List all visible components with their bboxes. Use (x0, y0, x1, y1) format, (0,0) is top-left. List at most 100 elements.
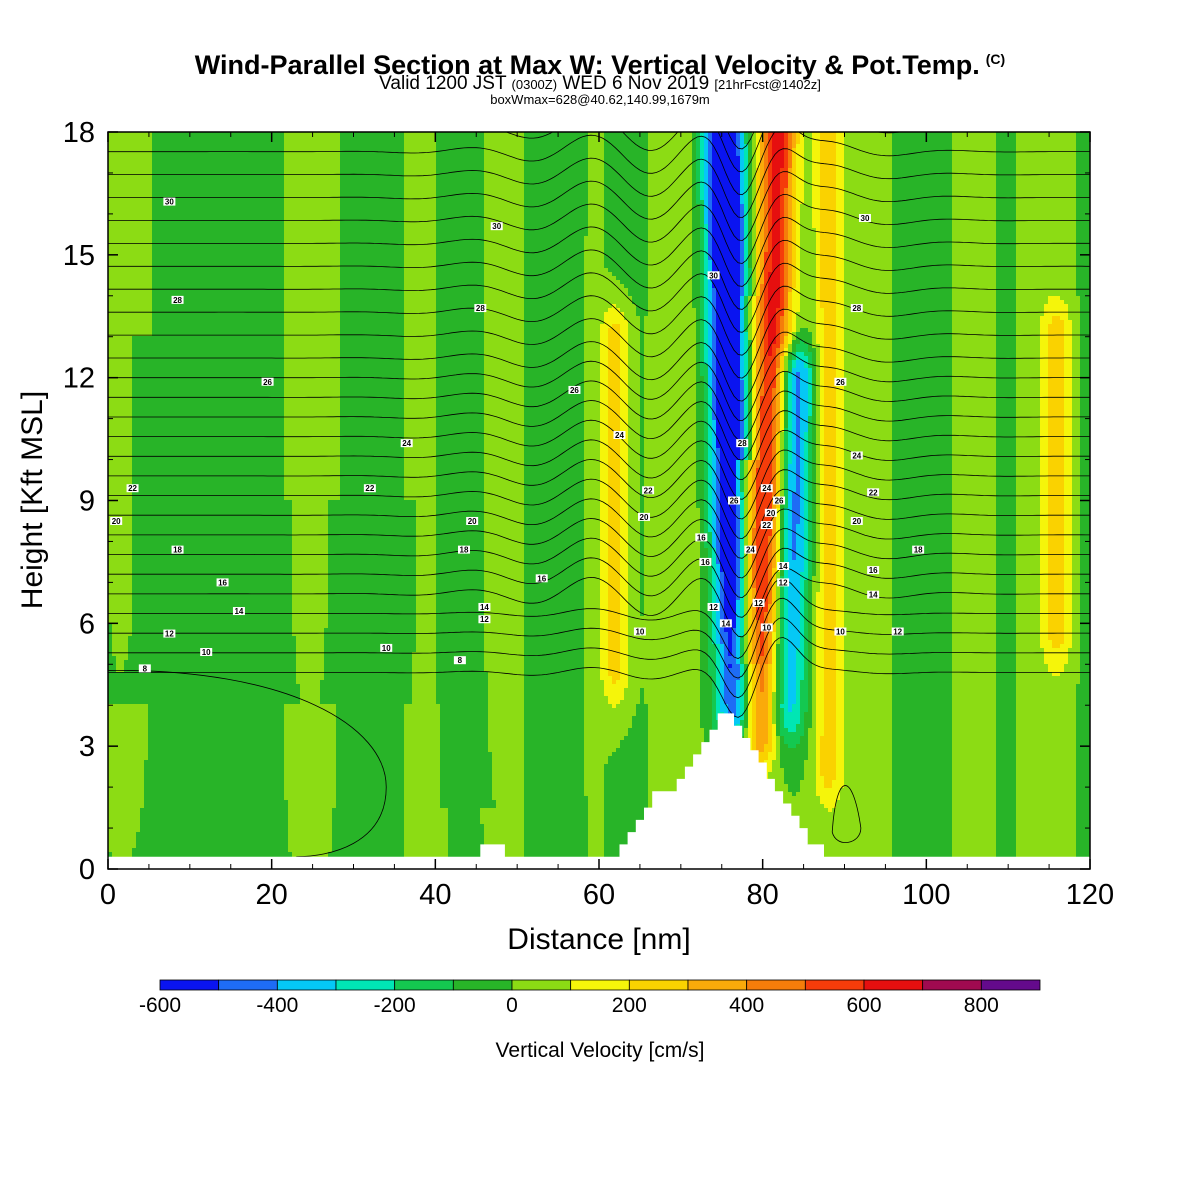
theta-label: 8 (454, 656, 466, 665)
x-tick-label: 60 (583, 879, 615, 911)
theta-label: 26 (568, 386, 580, 395)
theta-label: 16 (536, 574, 548, 583)
colorbar-swatch (923, 980, 982, 990)
colorbar-tick-label: -600 (139, 994, 181, 1017)
theta-label: 24 (851, 451, 863, 460)
colorbar-swatch (512, 980, 571, 990)
theta-label: 30 (491, 222, 503, 231)
theta-label: 26 (262, 378, 274, 387)
theta-label: 22 (364, 484, 376, 493)
y-tick-label: 6 (79, 608, 95, 640)
theta-label: 30 (163, 198, 175, 207)
colorbar-swatch (688, 980, 747, 990)
theta-contour-line (108, 57, 1090, 126)
x-tick-label: 100 (902, 879, 950, 911)
x-tick-label: 40 (419, 879, 451, 911)
theta-label: 12 (892, 628, 904, 637)
theta-label: 10 (761, 623, 773, 632)
theta-label: 14 (720, 619, 732, 628)
x-axis-label: Distance [nm] (507, 923, 690, 956)
theta-label: 12 (777, 578, 789, 587)
x-tick-label: 120 (1066, 879, 1114, 911)
x-tick-label: 20 (256, 879, 288, 911)
theta-label: 26 (773, 497, 785, 506)
colorbar-swatch (277, 980, 336, 990)
theta-label: 20 (638, 513, 650, 522)
theta-label: 22 (867, 488, 879, 497)
theta-label: 18 (172, 546, 184, 555)
theta-label: 10 (200, 648, 212, 657)
theta-label: 14 (233, 607, 245, 616)
colorbar-tick-label: 200 (612, 994, 647, 1017)
theta-label: 24 (613, 431, 625, 440)
theta-label: 24 (401, 439, 413, 448)
theta-label: 20 (765, 509, 777, 518)
chart-canvas: 3030302828 2826262624242422 22 22 2220 20 20 20… (0, 0, 1200, 1200)
colorbar-tick-label: -200 (374, 994, 416, 1017)
theta-label: 14 (777, 562, 789, 571)
theta-label: 28 (474, 304, 486, 313)
colorbar-swatch (571, 980, 630, 990)
colorbar-tick-label: 800 (964, 994, 999, 1017)
theta-label: 8 (139, 664, 151, 673)
y-tick-label: 3 (79, 731, 95, 763)
colorbar-tick-label: 600 (846, 994, 881, 1017)
colorbar-tick-label: -400 (256, 994, 298, 1017)
colorbar-tick-label: 400 (729, 994, 764, 1017)
theta-label: 10 (834, 628, 846, 637)
colorbar-swatch (453, 980, 512, 990)
theta-label: 28 (172, 296, 184, 305)
theta-label: 14 (478, 603, 490, 612)
theta-label: 18 (912, 546, 924, 555)
theta-label: 22 (642, 486, 654, 495)
theta-label: 16 (695, 533, 707, 542)
colorbar-swatch (805, 980, 864, 990)
theta-label: 20 (110, 517, 122, 526)
theta-label: 10 (634, 628, 646, 637)
theta-label: 24 (761, 484, 773, 493)
colorbar-swatch (864, 980, 923, 990)
colorbar-swatch (336, 980, 395, 990)
colorbar-swatch (219, 980, 278, 990)
y-tick-label: 0 (79, 854, 95, 886)
theta-label: 22 (127, 484, 139, 493)
theta-label: 12 (753, 599, 765, 608)
theta-contour-line (108, 11, 1090, 80)
theta-label: 30 (708, 271, 720, 280)
y-axis-label: Height [Kft MSL] (16, 391, 49, 609)
theta-label: 12 (708, 603, 720, 612)
theta-label: 16 (217, 578, 229, 587)
theta-label: 26 (834, 378, 846, 387)
theta-label: 16 (699, 558, 711, 567)
y-tick-label: 12 (63, 363, 95, 395)
colorbar-label: Vertical Velocity [cm/s] (496, 1039, 705, 1062)
y-tick-label: 9 (79, 486, 95, 518)
theta-label: 22 (761, 521, 773, 530)
theta-label: 30 (859, 214, 871, 223)
theta-label: 28 (736, 439, 748, 448)
theta-label: 18 (458, 546, 470, 555)
theta-label: 28 (851, 304, 863, 313)
x-tick-label: 0 (100, 879, 116, 911)
x-tick-label: 80 (747, 879, 779, 911)
theta-label: 10 (380, 644, 392, 653)
theta-contour-line (108, 34, 1090, 103)
y-tick-label: 18 (63, 117, 95, 149)
theta-label: 16 (867, 566, 879, 575)
theta-label: 24 (744, 546, 756, 555)
colorbar-swatch (981, 980, 1040, 990)
colorbar: -600 -400 -200 0 200 400 600 800 (139, 980, 1040, 1017)
theta-contour-line (108, 0, 1090, 57)
theta-label: 20 (851, 517, 863, 526)
theta-label: 26 (728, 497, 740, 506)
colorbar-swatch (160, 980, 219, 990)
colorbar-swatch (747, 980, 806, 990)
colorbar-tick-label: 0 (506, 994, 518, 1017)
theta-label: 20 (466, 517, 478, 526)
colorbar-swatch (629, 980, 688, 990)
colorbar-swatch (395, 980, 454, 990)
theta-label: 12 (163, 630, 175, 639)
theta-label: 12 (478, 615, 490, 624)
theta-label: 14 (867, 591, 879, 600)
